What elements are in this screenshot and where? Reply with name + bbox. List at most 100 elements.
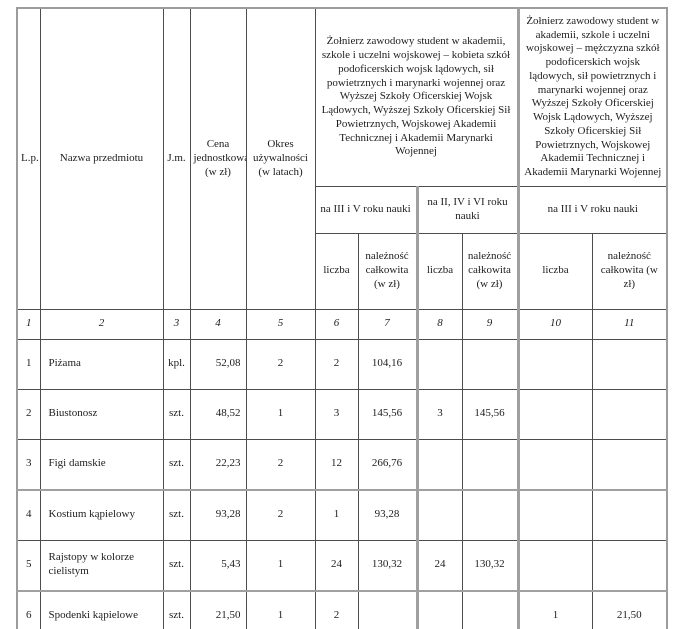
cell-total-1: 266,76 (357, 438, 418, 490)
cell-total-2 (461, 338, 519, 390)
cell-count-2 (415, 338, 463, 390)
cell-count-1: 1 (314, 488, 359, 541)
col-header-item-name: Nazwa przedmiotu (39, 7, 164, 310)
cell-usage-period: 1 (245, 589, 316, 629)
cell-count-3: 1 (516, 589, 593, 629)
cell-total-1: 145,56 (357, 388, 418, 440)
cell-total-1 (357, 589, 418, 629)
cell-unit: szt. (162, 488, 191, 541)
cell-unit-price: 48,52 (189, 388, 247, 440)
cell-lp: 3 (16, 438, 41, 490)
col-number: 4 (189, 308, 247, 340)
cell-lp: 6 (16, 589, 41, 629)
subheader-female-years-3-5: na III i V roku nauki (314, 185, 418, 234)
col-header-count-1: liczba (314, 232, 359, 310)
cell-unit-price: 21,50 (189, 589, 247, 629)
col-header-count-2: liczba (415, 232, 463, 310)
cell-usage-period: 2 (245, 438, 316, 490)
cell-total-1: 104,16 (357, 338, 418, 390)
cell-total-2: 145,56 (461, 388, 519, 440)
subheader-male-years-3-5: na III i V roku nauki (516, 185, 668, 234)
cell-count-3 (516, 488, 593, 541)
col-header-lp: L.p. (16, 7, 41, 310)
cell-item-name: Biustonosz (39, 388, 164, 440)
uniform-allowance-table: L.p. Nazwa przedmiotu J.m. Cena jednostk… (16, 7, 669, 629)
col-header-total-due-2: należność całkowita (w zł) (461, 232, 519, 310)
cell-total-2 (461, 488, 519, 541)
cell-count-3 (516, 388, 593, 440)
col-header-usage-period: Okres używalności (w latach) (245, 7, 316, 310)
subheader-female-years-2-4-6: na II, IV i VI roku nauki (415, 185, 519, 234)
cell-total-3 (591, 488, 668, 541)
col-header-unit: J.m. (162, 7, 191, 310)
cell-count-1: 12 (314, 438, 359, 490)
col-number: 10 (516, 308, 593, 340)
col-number: 6 (314, 308, 359, 340)
header-row-study-years: na III i V roku nauki na II, IV i VI rok… (17, 185, 668, 234)
col-header-unit-price: Cena jednostkowa (w zł) (189, 7, 247, 310)
col-number: 1 (16, 308, 41, 340)
cell-item-name: Piżama (39, 338, 164, 390)
item-row-spodenki-kapielowe: 6 Spodenki kąpielowe szt. 21,50 1 2 1 21… (16, 589, 668, 629)
item-row-pizama: 1 Piżama kpl. 52,08 2 2 104,16 (16, 338, 668, 390)
cell-total-1: 130,32 (357, 539, 418, 591)
group-header-male-student: Żołnierz zawodowy student w akademii, sz… (516, 7, 668, 187)
cell-total-2: 130,32 (461, 539, 519, 591)
cell-total-3: 21,50 (591, 589, 668, 629)
col-number: 7 (357, 308, 418, 340)
cell-total-2 (461, 589, 519, 629)
cell-unit-price: 5,43 (189, 539, 247, 591)
cell-usage-period: 2 (245, 488, 316, 541)
cell-count-1: 24 (314, 539, 359, 591)
item-row-kostium-kapielowy: 4 Kostium kąpielowy szt. 93,28 2 1 93,28 (16, 488, 668, 541)
col-number: 9 (461, 308, 519, 340)
col-header-count-3: liczba (516, 232, 593, 310)
cell-count-1: 2 (314, 338, 359, 390)
item-row-biustonosz: 2 Biustonosz szt. 48,52 1 3 145,56 3 145… (16, 388, 668, 440)
cell-count-3 (516, 539, 593, 591)
cell-count-2 (415, 589, 463, 629)
cell-count-2: 3 (415, 388, 463, 440)
cell-item-name: Rajstopy w kolorze cielistym (39, 539, 164, 591)
col-number: 8 (415, 308, 463, 340)
cell-item-name: Kostium kąpielowy (39, 488, 164, 541)
cell-lp: 4 (16, 488, 41, 541)
cell-total-3 (591, 338, 668, 390)
cell-usage-period: 2 (245, 338, 316, 390)
cell-count-2 (415, 488, 463, 541)
cell-total-2 (461, 438, 519, 490)
cell-unit: szt. (162, 438, 191, 490)
cell-count-3 (516, 338, 593, 390)
cell-unit: szt. (162, 388, 191, 440)
col-number: 5 (245, 308, 316, 340)
cell-item-name: Spodenki kąpielowe (39, 589, 164, 629)
cell-unit: kpl. (162, 338, 191, 390)
cell-total-1: 93,28 (357, 488, 418, 541)
cell-unit: szt. (162, 589, 191, 629)
cell-count-1: 3 (314, 388, 359, 440)
col-header-total-due-1: należność całkowita (w zł) (357, 232, 418, 310)
cell-item-name: Figi damskie (39, 438, 164, 490)
cell-count-2: 24 (415, 539, 463, 591)
cell-unit-price: 22,23 (189, 438, 247, 490)
cell-total-3 (591, 438, 668, 490)
col-number: 11 (591, 308, 668, 340)
cell-usage-period: 1 (245, 388, 316, 440)
cell-lp: 2 (16, 388, 41, 440)
cell-count-1: 2 (314, 589, 359, 629)
cell-lp: 5 (16, 539, 41, 591)
cell-total-3 (591, 539, 668, 591)
header-row-groups: L.p. Nazwa przedmiotu J.m. Cena jednostk… (16, 7, 668, 310)
cell-unit-price: 52,08 (189, 338, 247, 390)
group-header-female-student: Żołnierz zawodowy student w akademii, sz… (314, 7, 519, 187)
cell-count-3 (516, 438, 593, 490)
col-number: 2 (39, 308, 164, 340)
cell-usage-period: 1 (245, 539, 316, 591)
cell-count-2 (415, 438, 463, 490)
col-number: 3 (162, 308, 191, 340)
item-row-rajstopy: 5 Rajstopy w kolorze cielistym szt. 5,43… (16, 539, 668, 591)
column-numbering-row: 1 2 3 4 5 6 7 8 9 10 11 (16, 308, 668, 340)
col-header-total-due-3: należność całkowita (w zł) (591, 232, 668, 310)
cell-unit: szt. (162, 539, 191, 591)
